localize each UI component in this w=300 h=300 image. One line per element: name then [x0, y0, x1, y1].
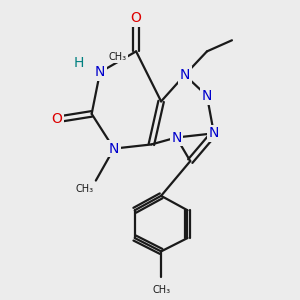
Text: N: N [171, 130, 182, 145]
Text: N: N [179, 68, 190, 82]
Text: CH₃: CH₃ [109, 52, 127, 62]
Text: CH₃: CH₃ [76, 184, 94, 194]
Text: H: H [74, 56, 84, 70]
Text: N: N [202, 89, 212, 103]
Text: O: O [131, 11, 142, 25]
Text: N: N [209, 126, 219, 140]
Text: O: O [52, 112, 62, 126]
Text: N: N [95, 65, 105, 79]
Text: CH₃: CH₃ [152, 285, 170, 295]
Text: N: N [109, 142, 119, 156]
